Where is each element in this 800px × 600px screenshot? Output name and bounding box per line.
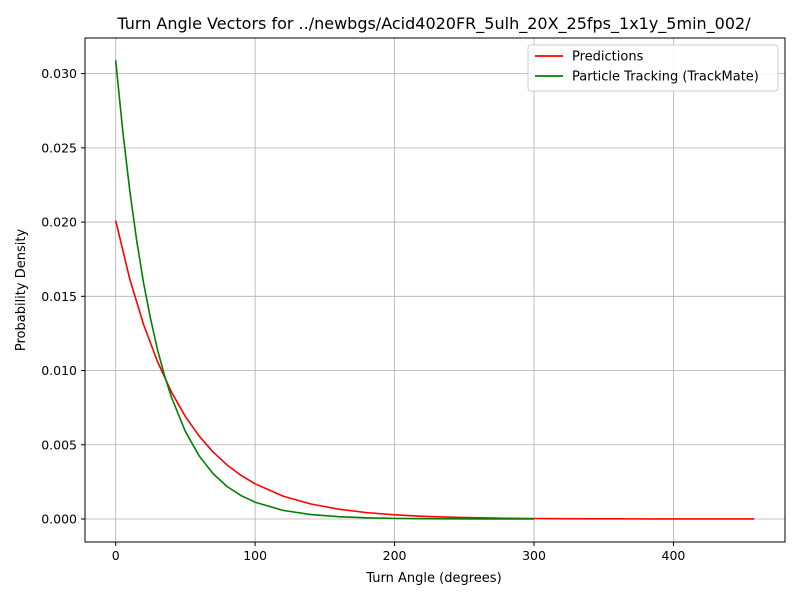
x-tick-label: 300 — [522, 548, 546, 563]
series-layer — [114, 60, 755, 520]
x-tick-label: 400 — [662, 548, 686, 563]
series-line-1 — [114, 60, 535, 520]
x-tick-label: 0 — [112, 548, 120, 563]
y-tick-label: 0.010 — [41, 363, 77, 378]
y-tick-label: 0.015 — [41, 289, 77, 304]
legend-frame — [527, 44, 779, 92]
x-axis: 0 100 200 300 400 — [112, 542, 686, 563]
chart-title: Turn Angle Vectors for ../newbgs/Acid402… — [116, 14, 751, 34]
y-axis-label: Probability Density — [14, 229, 29, 352]
y-tick-label: 0.020 — [41, 215, 77, 230]
legend-label-1: Particle Tracking (TrackMate) — [572, 70, 759, 85]
x-tick-label: 100 — [243, 548, 267, 563]
x-tick-label: 200 — [383, 548, 407, 563]
y-tick-label: 0.030 — [41, 66, 77, 81]
legend-label-0: Predictions — [572, 50, 644, 65]
y-tick-label: 0.005 — [41, 437, 77, 452]
legend: Predictions Particle Tracking (TrackMate) — [527, 44, 779, 92]
series-line-0 — [114, 220, 755, 520]
x-axis-label: Turn Angle (degrees) — [365, 571, 501, 586]
grid — [85, 38, 785, 542]
y-tick-label: 0.000 — [41, 511, 77, 526]
y-axis: 0.000 0.005 0.010 0.015 0.020 0.025 0.030 — [41, 66, 85, 526]
y-tick-label: 0.025 — [41, 140, 77, 155]
plot-frame — [84, 37, 786, 543]
